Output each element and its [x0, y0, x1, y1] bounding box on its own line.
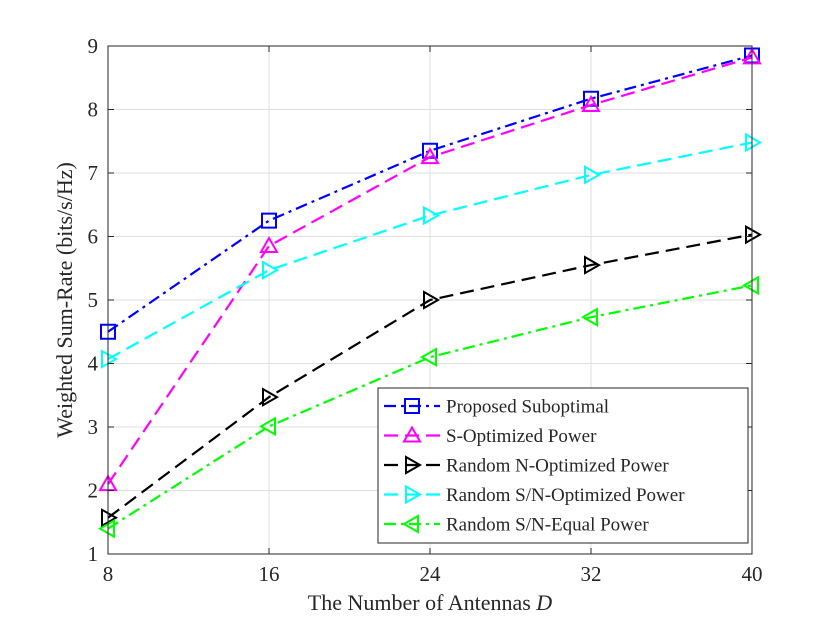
legend-label: Random S/N-Equal Power	[446, 515, 649, 536]
data-point-marker	[583, 90, 599, 107]
legend-marker	[405, 455, 423, 475]
data-point-marker	[745, 224, 763, 245]
legend: Proposed Suboptimal S-Optimized Power Rand…	[377, 387, 749, 544]
data-point-marker	[581, 95, 601, 113]
series-5	[97, 275, 759, 539]
data-point-marker	[422, 142, 438, 159]
series-4	[101, 132, 763, 369]
data-point-marker	[584, 255, 602, 275]
y-tick-label: 9	[88, 34, 99, 58]
legend-label: Random S/N-Optimized Power	[446, 485, 685, 506]
data-point-marker	[262, 260, 280, 280]
series-1	[100, 47, 760, 340]
data-point-marker	[100, 323, 116, 340]
x-tick-label: 32	[581, 562, 602, 586]
series-2	[98, 47, 762, 492]
y-tick-label: 5	[88, 288, 99, 312]
legend-entry-1: Proposed Suboptimal	[384, 397, 609, 418]
x-tick-label: 24	[420, 562, 442, 586]
x-axis-label-text: The Number of Antennas	[308, 590, 531, 615]
x-tick-label: 40	[742, 562, 763, 586]
data-point-marker	[101, 508, 119, 528]
legend-entry-5: Random S/N-Equal Power	[384, 514, 649, 536]
legend-label: Proposed Suboptimal	[446, 397, 609, 418]
y-tick-label: 1	[88, 542, 99, 566]
data-point-marker	[261, 212, 277, 229]
y-axis-label: Weighted Sum-Rate (bits/s/Hz)	[52, 162, 77, 438]
legend-entry-2: S-Optimized Power	[384, 425, 597, 447]
series-line	[107, 233, 753, 519]
legend-marker	[401, 514, 419, 534]
legend-entry-4: Random S/N-Optimized Power	[384, 484, 685, 506]
legend-label: Random N-Optimized Power	[446, 456, 669, 477]
data-point-marker	[259, 236, 279, 254]
series-layer	[97, 47, 763, 539]
data-point-marker	[97, 518, 115, 539]
y-tick-label: 2	[88, 479, 99, 503]
y-tick-label: 3	[88, 415, 99, 439]
series-line	[107, 56, 753, 485]
y-tick-label: 6	[88, 225, 99, 249]
y-tick-label: 8	[88, 98, 99, 122]
series-line	[107, 54, 753, 333]
x-tick-label: 8	[103, 562, 114, 586]
series-line	[107, 141, 753, 361]
data-point-marker	[423, 205, 441, 226]
ticks: 8 16 24 32 40 1 2 3 4 5 6 7 8 9	[88, 34, 763, 586]
legend-marker	[405, 484, 423, 505]
data-point-marker	[745, 132, 763, 153]
data-point-marker	[423, 290, 441, 310]
data-point-marker	[419, 347, 437, 367]
data-point-marker	[580, 307, 598, 327]
data-point-marker	[258, 416, 276, 437]
series-3	[101, 224, 763, 528]
x-axis-label: The Number of Antennas D	[308, 590, 553, 615]
data-point-marker	[584, 165, 602, 185]
x-tick-label: 16	[259, 562, 280, 586]
legend-marker	[402, 425, 422, 443]
data-point-marker	[741, 275, 759, 296]
x-axis-symbol: D	[535, 590, 552, 615]
data-point-marker	[262, 387, 280, 407]
legend-label: S-Optimized Power	[446, 426, 597, 447]
y-tick-label: 7	[88, 161, 99, 185]
y-tick-label: 4	[88, 352, 99, 376]
legend-entry-3: Random N-Optimized Power	[384, 455, 669, 477]
series-line	[107, 284, 753, 530]
data-point-marker	[420, 147, 440, 165]
legend-marker	[404, 398, 420, 414]
